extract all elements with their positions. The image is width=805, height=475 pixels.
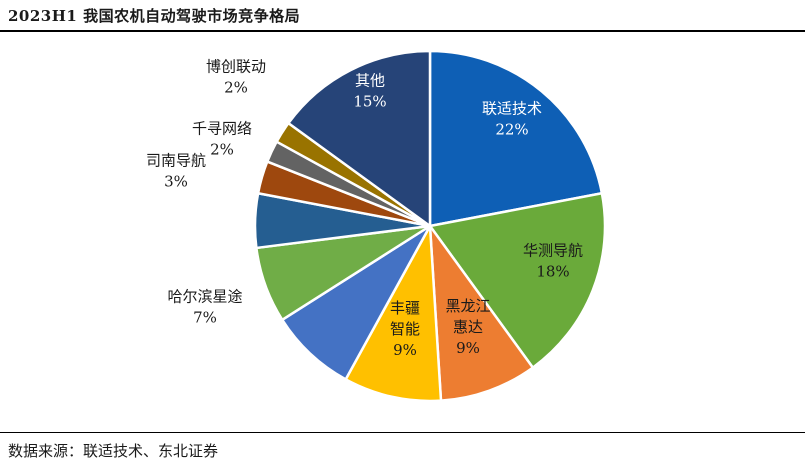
top-rule (0, 30, 805, 32)
chart-title: 2023H1 我国农机自动驾驶市场竞争格局 (8, 7, 301, 25)
data-label-name: 智能 (390, 320, 420, 338)
data-label-pct: 2% (210, 141, 234, 159)
data-label-name: 联适技术 (482, 100, 542, 118)
data-label-pct: 7% (193, 309, 217, 327)
data-label-name: 千寻网络 (192, 120, 252, 138)
data-label-pct: 18% (536, 263, 569, 281)
data-label-pct: 22% (495, 121, 528, 139)
data-label-name: 博创联动 (206, 58, 266, 76)
pie-slice-其他 (287, 49, 432, 228)
bottom-rule (0, 432, 805, 433)
pie-slice-丰疆智能 (344, 224, 443, 403)
data-label-pct: 2% (224, 79, 248, 97)
data-label-name: 司南导航 (146, 152, 206, 170)
pie-slice-黑龙江惠达 (428, 224, 535, 402)
data-label-name: 其他 (355, 72, 385, 90)
pie-slice-联适技术 (428, 49, 604, 228)
data-label-pct: 3% (164, 173, 188, 191)
pie-slice-华测导航 (428, 191, 607, 369)
data-label-pct: 9% (456, 339, 480, 357)
data-label-name: 华测导航 (523, 242, 583, 260)
data-label-name: 惠达 (453, 318, 483, 336)
source-note: 数据来源：联适技术、东北证券 (8, 442, 219, 460)
data-label-name: 丰疆 (390, 299, 420, 317)
data-label-pct: 9% (393, 341, 417, 359)
data-label-pct: 15% (353, 93, 386, 111)
data-label-name: 黑龙江 (445, 297, 490, 315)
data-label-name: 哈尔滨星途 (167, 288, 242, 306)
